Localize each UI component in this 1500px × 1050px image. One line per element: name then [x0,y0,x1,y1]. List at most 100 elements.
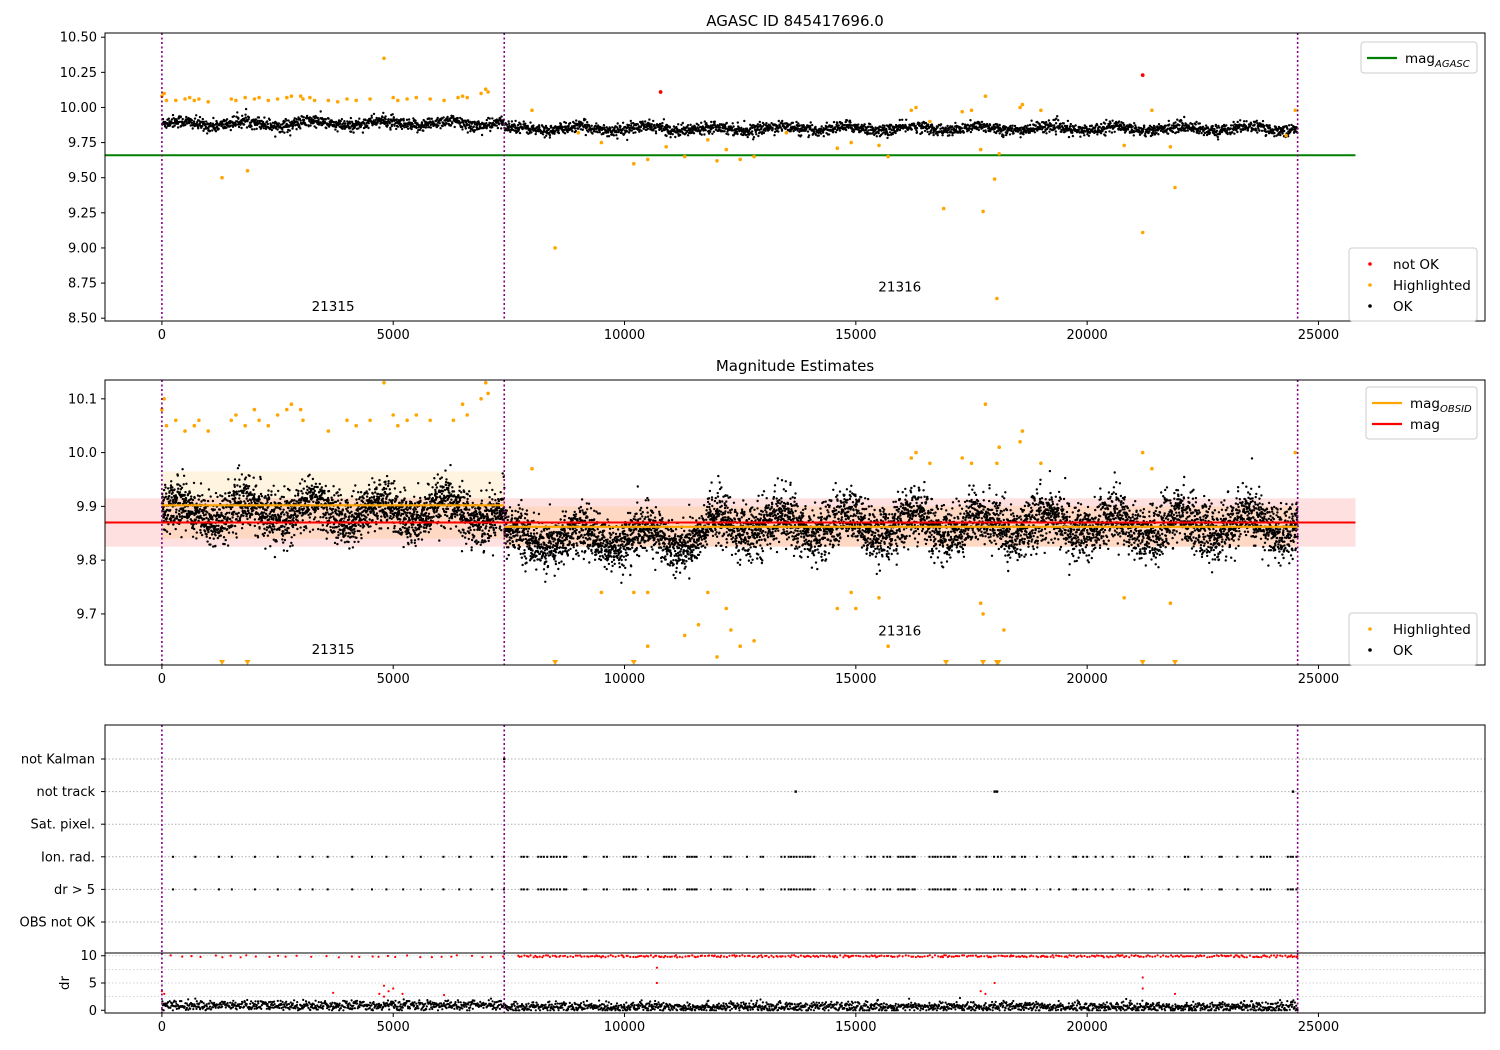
ok-point [277,122,280,125]
ok-point [1034,124,1038,127]
ok-point [273,555,277,559]
ok-point [337,531,340,534]
ok-point [802,124,805,127]
ok-point [1122,123,1126,127]
ok-point [1200,131,1203,135]
ok-point [287,506,290,510]
ok-point [257,495,261,498]
ok-point [231,125,235,128]
ok-point [242,491,245,495]
highlighted-point [960,109,964,114]
ok-point [205,516,208,520]
ok-point [1264,128,1267,131]
ok-point [207,127,210,131]
highlighted-point [784,130,789,135]
ok-point [289,545,292,548]
ok-point [1283,129,1286,133]
ok-point [513,124,517,127]
ok-point [281,510,284,514]
ok-point [1231,131,1234,134]
ok-point [1256,131,1259,134]
ok-point [661,124,664,128]
ok-point [970,128,974,131]
ok-point [468,123,471,127]
ok-point [202,129,205,132]
ok-point [178,491,182,494]
ok-point [254,534,257,537]
highlighted-point [301,97,305,101]
ok-point [268,518,271,521]
highlighted-point [969,108,974,113]
ok-point [238,497,241,500]
ok-point [305,114,309,118]
ok-point [491,117,494,120]
highlighted-point [382,56,386,61]
ok-point [325,537,328,540]
ok-point [561,126,564,129]
ok-point [372,112,376,116]
ok-point [279,497,282,500]
highlighted-point [289,94,294,98]
ok-point [275,540,278,543]
ok-point [342,531,345,534]
ok-point [390,123,394,126]
ok-point [442,116,445,119]
ok-point [602,132,605,136]
ok-point [311,528,315,531]
ok-point [306,488,309,492]
ok-point [340,517,344,521]
ok-point [235,536,238,539]
ok-point [867,129,870,132]
ok-point [293,499,296,502]
ok-point [238,494,241,497]
ok-point [283,131,286,134]
ok-point [1225,124,1228,127]
ok-point [204,513,207,516]
ok-point [744,130,747,134]
ok-point [743,119,746,123]
ok-point [308,530,312,533]
ok-point [472,125,475,128]
ok-point [198,495,201,498]
ok-point [709,130,712,133]
ok-point [190,121,193,125]
ok-point [948,134,951,137]
ok-point [615,131,618,134]
ok-point [1058,126,1062,129]
ok-point [1195,120,1198,124]
ok-point [270,493,273,497]
ok-point [308,516,311,519]
ok-point [590,124,593,128]
ok-point [244,510,247,514]
ok-point [1273,131,1276,135]
ok-point [219,534,222,537]
ok-point [606,135,609,138]
ok-point [175,496,179,499]
ok-point [214,544,217,548]
ok-point [1242,120,1246,123]
ok-point [584,133,587,137]
ok-point [312,487,315,491]
ok-point [367,122,370,125]
ok-point [278,518,282,522]
ok-point [508,122,511,126]
ok-point [627,131,631,134]
ok-point [941,134,944,137]
ok-point [422,129,425,132]
ok-point [181,468,184,471]
ok-point [1011,127,1014,130]
ok-point [334,500,338,504]
ok-point [206,511,209,514]
ok-point [302,116,305,119]
ok-point [817,134,820,137]
ok-point [575,119,578,122]
ok-point [252,488,255,491]
ok-point [630,129,633,132]
ok-point [198,510,201,513]
ok-point [1047,119,1051,122]
ok-point [1176,118,1179,121]
x-tick-label: 20000 [1066,328,1107,343]
ok-point [1099,132,1103,135]
ok-point [337,494,340,497]
